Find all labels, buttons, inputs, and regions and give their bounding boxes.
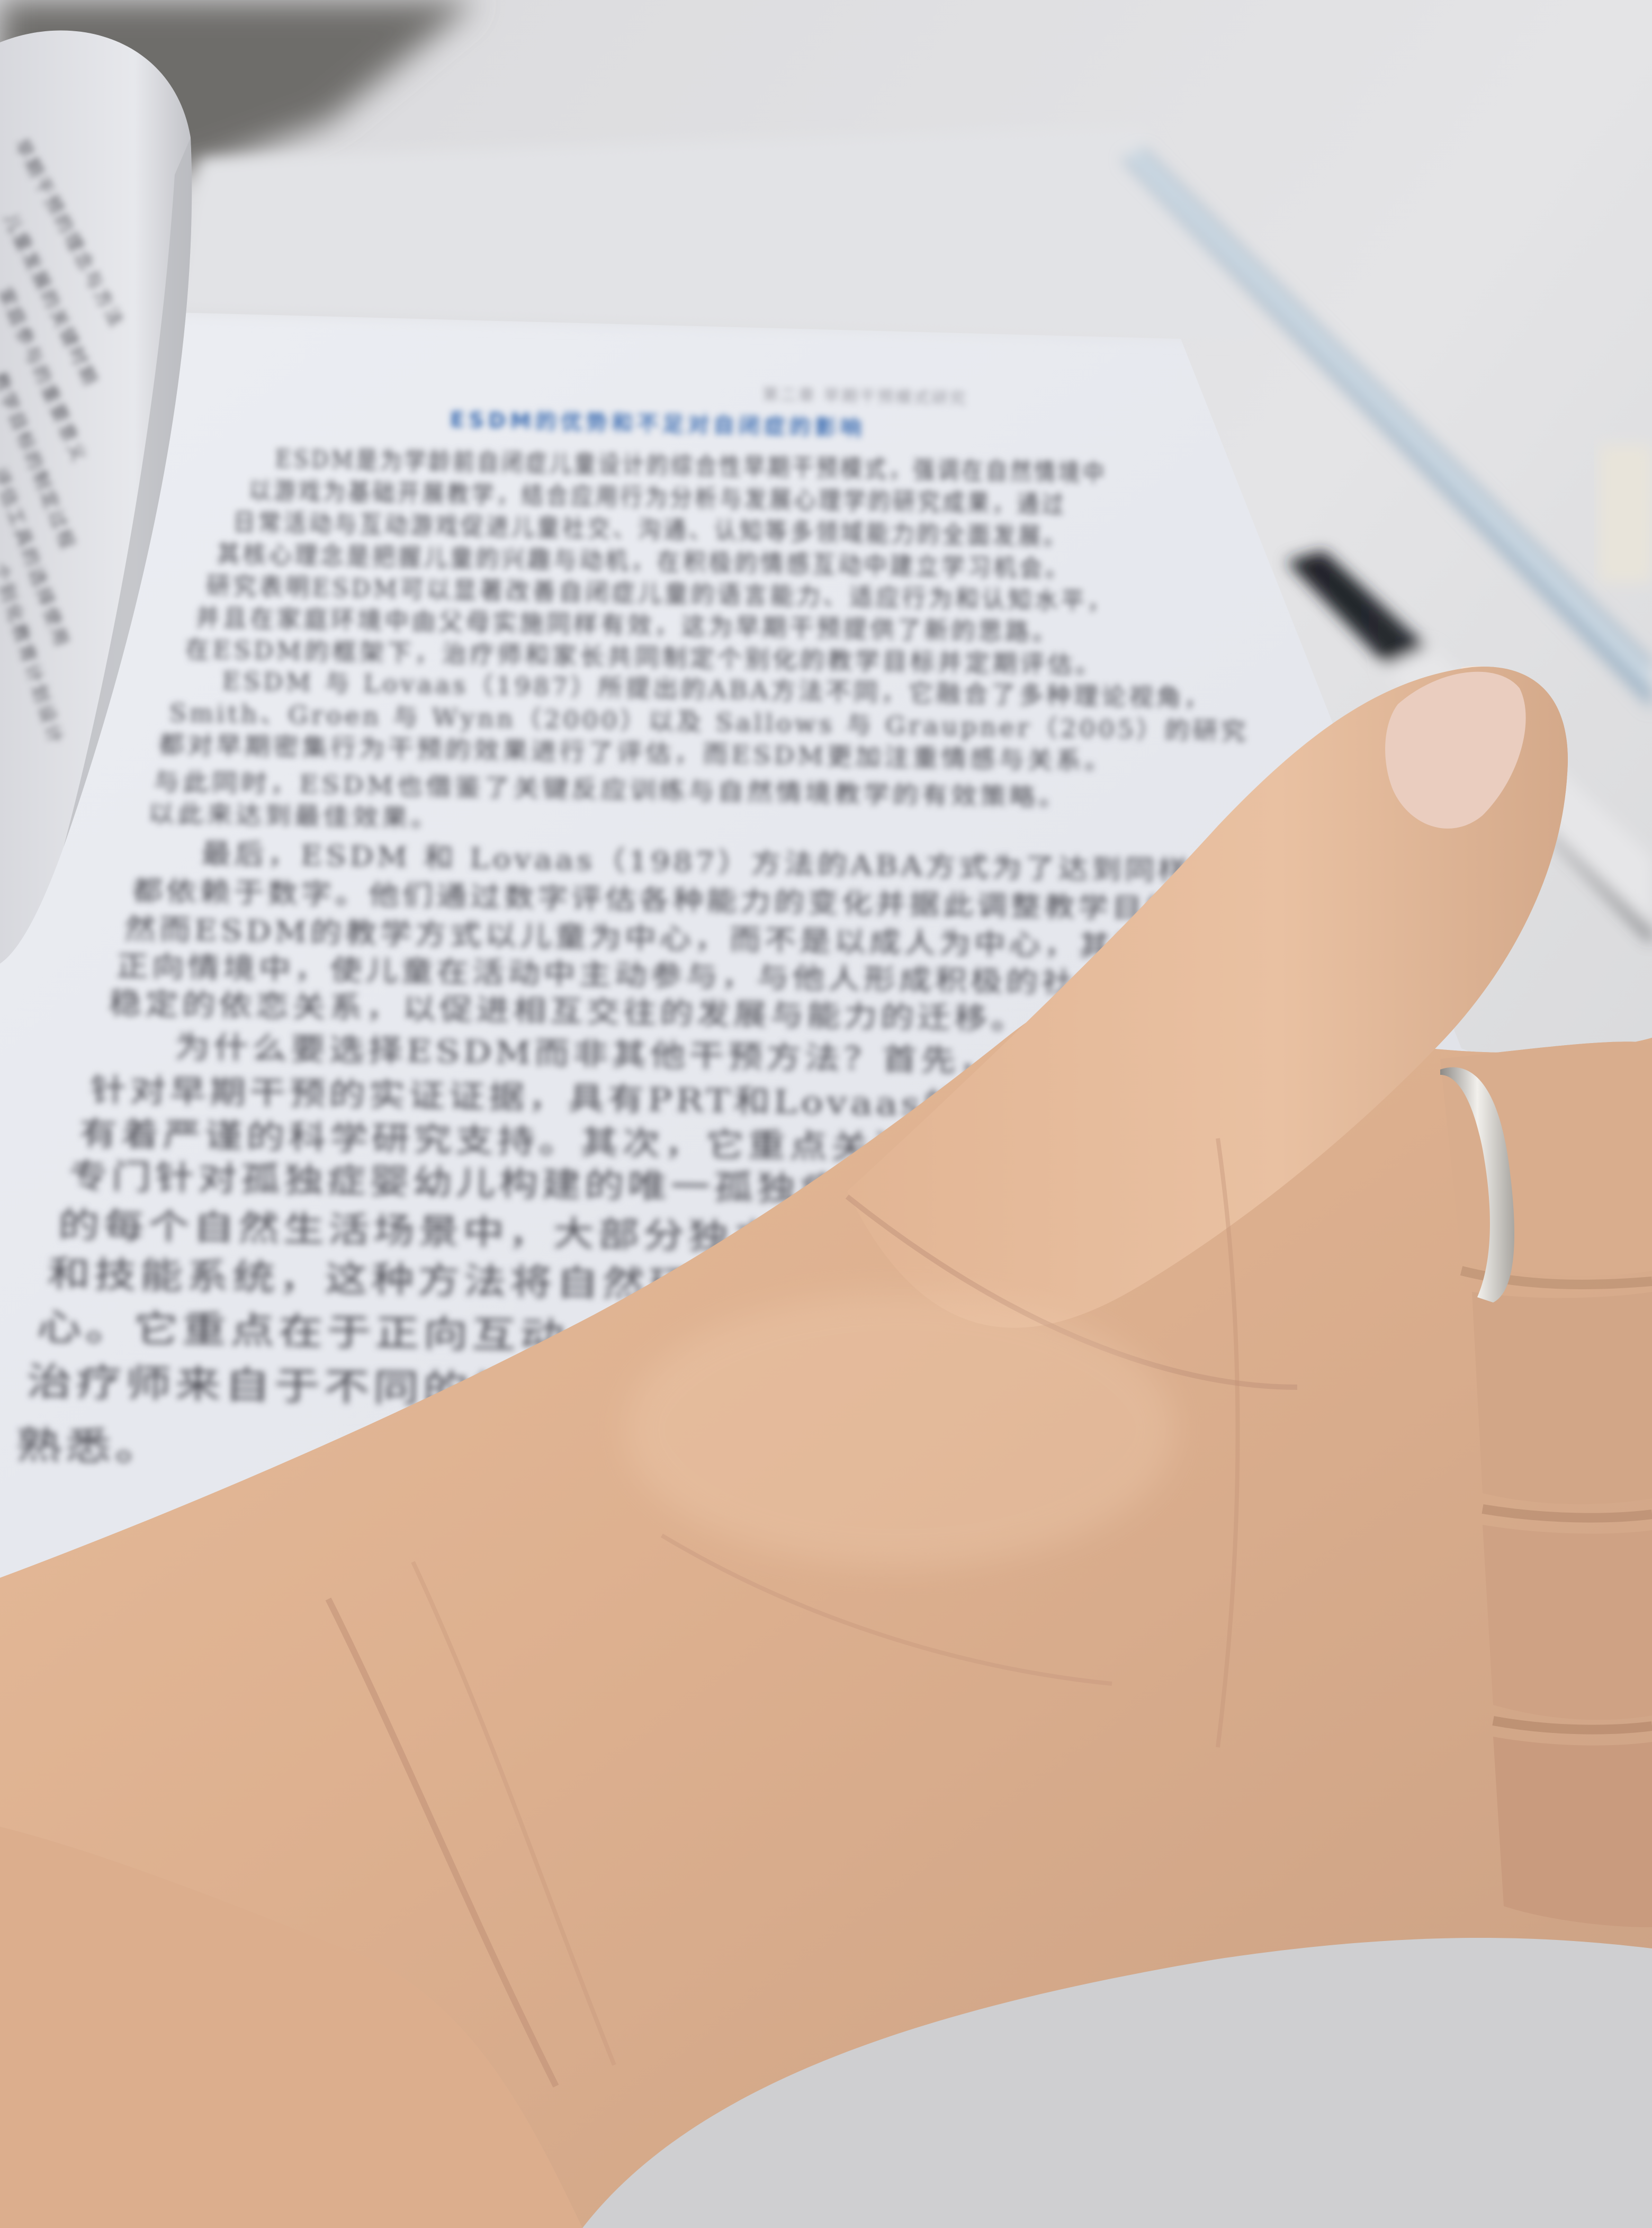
hand-front — [0, 667, 1652, 2228]
card-corner — [1599, 445, 1652, 582]
page-stack-top — [175, 127, 1260, 339]
book-spine-shadow — [64, 138, 192, 847]
table-surface-bottom — [582, 1938, 1652, 2228]
open-book-left-page — [0, 30, 192, 964]
thumbnail — [1385, 671, 1526, 829]
silver-ring-front — [1440, 1067, 1514, 1302]
blue-pen — [1123, 148, 1652, 709]
